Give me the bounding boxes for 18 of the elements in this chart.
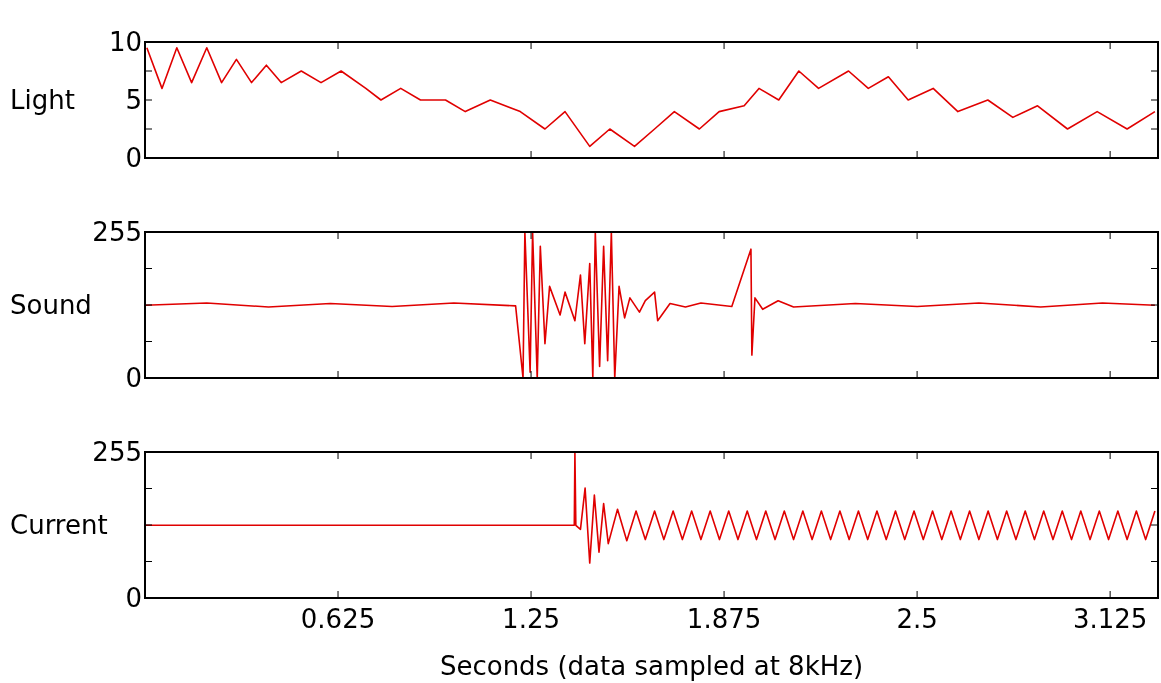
x-tick-label: 2.5 [896, 604, 938, 634]
x-tick-label: 3.125 [1072, 604, 1148, 634]
y-tick-label: 255 [92, 217, 142, 248]
line-series [144, 231, 1156, 379]
y-tick-label: 5 [125, 85, 142, 116]
x-tick-label: 1.25 [502, 604, 560, 634]
y-tick-label: 0 [125, 363, 142, 394]
y-tick-label: 0 [125, 143, 142, 174]
y-tick-label: 0 [125, 583, 142, 614]
line-series [146, 47, 1156, 148]
y-tick-label: 255 [92, 437, 142, 468]
x-tick-label: 0.625 [300, 604, 376, 634]
x-axis-title: Seconds (data sampled at 8kHz) [439, 651, 864, 681]
y-tick-label: 10 [108, 27, 142, 58]
y-axis-title: Sound [10, 290, 92, 321]
y-axis-title: Light [10, 85, 75, 116]
x-tick-label: 1.875 [686, 604, 762, 634]
y-axis-title: Current [10, 510, 108, 541]
